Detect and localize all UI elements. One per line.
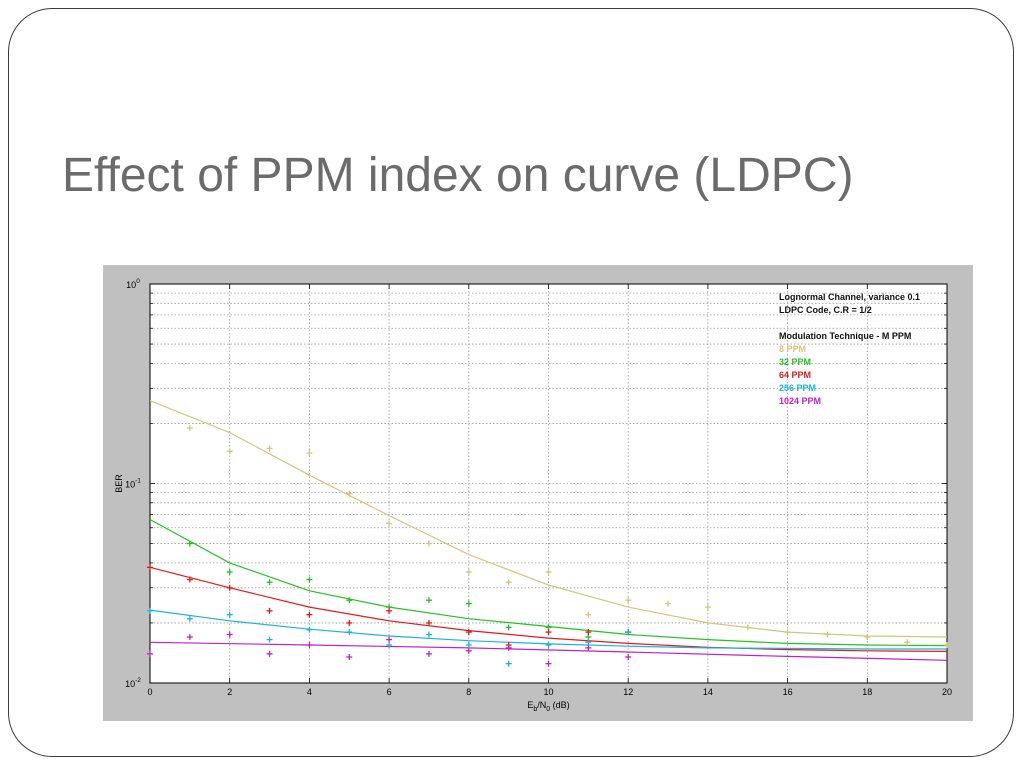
data-point-0 — [904, 639, 911, 646]
data-point-3 — [425, 631, 432, 638]
x-tick-label: 6 — [387, 687, 392, 697]
data-point-3 — [386, 642, 393, 649]
fit-curve-4 — [149, 641, 948, 661]
x-tick-label: 12 — [623, 687, 633, 697]
data-point-0 — [306, 450, 313, 457]
data-point-0 — [585, 611, 592, 618]
data-point-1 — [226, 569, 233, 576]
x-tick-label: 10 — [543, 687, 553, 697]
fit-curve-0 — [149, 400, 948, 638]
data-point-0 — [226, 448, 233, 455]
data-point-1 — [346, 597, 353, 604]
data-point-2 — [585, 629, 592, 636]
data-point-4 — [346, 653, 353, 660]
data-point-3 — [625, 629, 632, 636]
chart-figure: 0 2 4 6 8 10 12 14 16 18 20 100 10-1 10-2 BER Eb/N0 (dB… — [103, 265, 973, 721]
data-point-0 — [505, 579, 512, 586]
data-point-0 — [625, 597, 632, 604]
legend-header-line: Lognormal Channel, variance 0.1 — [779, 292, 920, 302]
data-point-3 — [147, 607, 153, 614]
y-tick-label: 10-2 — [125, 677, 141, 689]
legend-entry-4: 1024 PPM — [779, 396, 821, 406]
data-point-0 — [425, 540, 432, 547]
chart-canvas: 0 2 4 6 8 10 12 14 16 18 20 100 10-1 10-2 BER Eb/N0 (dB… — [114, 278, 952, 713]
y-tick-label: 100 — [126, 278, 140, 290]
data-point-0 — [346, 490, 353, 497]
data-point-3 — [465, 642, 472, 649]
data-point-1 — [425, 597, 432, 604]
data-point-2 — [226, 584, 233, 591]
data-point-0 — [824, 631, 831, 638]
data-point-4 — [585, 644, 592, 651]
data-point-3 — [585, 639, 592, 646]
x-tick-label: 0 — [147, 687, 152, 697]
data-point-2 — [465, 629, 472, 636]
legend-entry-1: 32 PPM — [779, 357, 811, 367]
data-point-4 — [147, 650, 153, 657]
legend-entry-3: 256 PPM — [779, 383, 816, 393]
data-point-3 — [226, 611, 233, 618]
x-tick-label: 18 — [862, 687, 872, 697]
data-point-0 — [665, 600, 672, 607]
data-point-4 — [306, 642, 313, 649]
data-point-0 — [784, 629, 791, 636]
data-point-2 — [425, 619, 432, 626]
data-point-4 — [505, 644, 512, 651]
data-point-0 — [545, 569, 552, 576]
data-point-1 — [186, 540, 193, 547]
legend-header-line: LDPC Code, C.R = 1/2 — [779, 305, 872, 315]
data-point-3 — [266, 636, 273, 643]
x-tick-label: 14 — [703, 687, 713, 697]
data-point-4 — [625, 653, 632, 660]
x-axis-title: Eb/N0 (dB) — [527, 700, 569, 713]
data-point-2 — [266, 607, 273, 614]
data-point-0 — [386, 520, 393, 527]
data-point-0 — [186, 424, 193, 431]
x-tick-label: 16 — [783, 687, 793, 697]
legend-entry-2: 64 PPM — [779, 370, 811, 380]
data-point-1 — [266, 579, 273, 586]
data-point-3 — [346, 629, 353, 636]
data-point-0 — [864, 634, 871, 641]
data-point-3 — [306, 626, 313, 633]
data-point-1 — [306, 576, 313, 583]
data-point-3 — [186, 615, 193, 622]
data-point-0 — [744, 624, 751, 631]
data-point-4 — [226, 631, 233, 638]
data-point-2 — [346, 619, 353, 626]
data-point-4 — [186, 634, 193, 641]
legend-entry-0: 8 PPM — [779, 344, 806, 354]
y-axis-title: BER — [114, 474, 124, 493]
data-point-0 — [944, 642, 950, 649]
data-point-3 — [545, 642, 552, 649]
data-point-2 — [386, 607, 393, 614]
data-point-3 — [505, 660, 512, 667]
data-point-1 — [505, 624, 512, 631]
data-point-0 — [704, 604, 711, 611]
data-point-0 — [266, 445, 273, 452]
data-point-2 — [186, 576, 193, 583]
y-tick-label: 10-1 — [125, 478, 141, 490]
data-point-2 — [545, 629, 552, 636]
data-point-2 — [147, 564, 153, 571]
data-point-4 — [386, 636, 393, 643]
x-tick-label: 20 — [942, 687, 952, 697]
slide-title: Effect of PPM index on curve (LDPC) — [62, 149, 854, 202]
data-point-4 — [465, 647, 472, 654]
x-tick-label: 4 — [307, 687, 312, 697]
data-point-1 — [465, 600, 472, 607]
legend-header-line: Modulation Technique - M PPM — [779, 331, 911, 341]
data-point-4 — [425, 650, 432, 657]
data-point-0 — [465, 569, 472, 576]
data-point-4 — [545, 660, 552, 667]
x-tick-label: 2 — [227, 687, 232, 697]
fit-curve-2 — [149, 566, 948, 652]
data-point-2 — [306, 611, 313, 618]
x-tick-label: 8 — [466, 687, 471, 697]
data-point-4 — [266, 650, 273, 657]
